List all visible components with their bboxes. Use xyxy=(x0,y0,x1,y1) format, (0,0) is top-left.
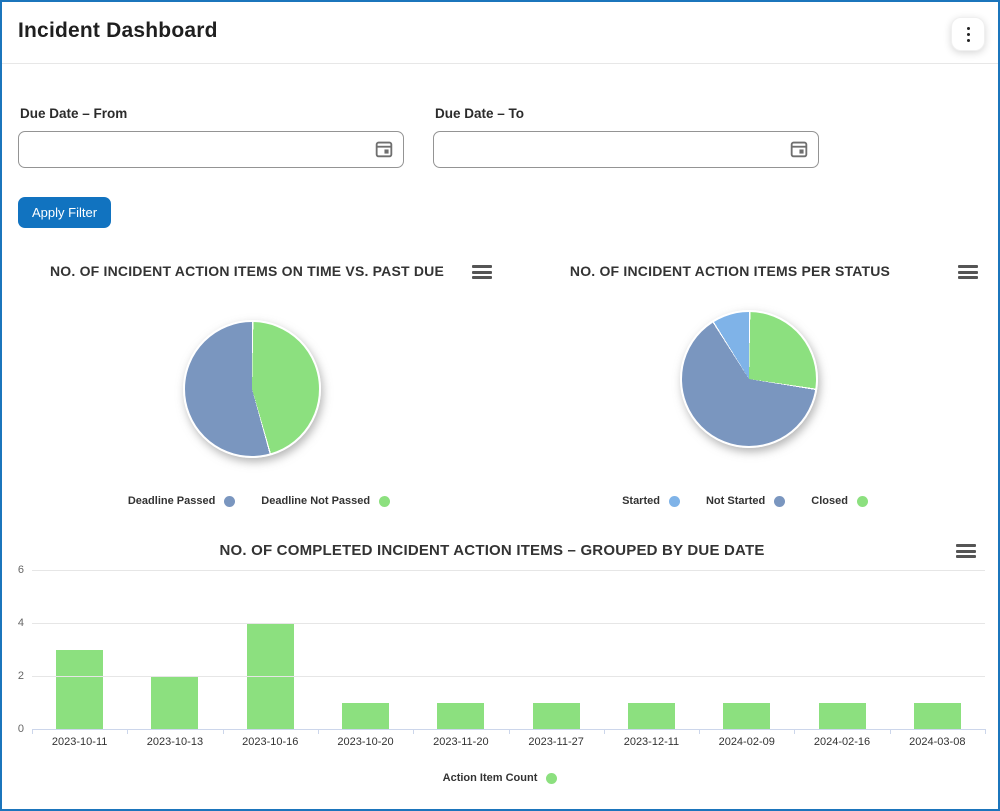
bar-slot xyxy=(413,570,508,729)
x-axis-tick xyxy=(413,729,415,734)
bar xyxy=(913,702,961,729)
x-axis-tick xyxy=(127,729,129,734)
x-axis-tick-label: 2023-10-16 xyxy=(242,736,299,748)
due-date-to-field xyxy=(433,131,819,168)
legend-label: Closed xyxy=(811,495,848,507)
x-axis-tick-label: 2023-11-20 xyxy=(433,736,489,748)
chart-context-menu-icon[interactable] xyxy=(472,265,492,279)
chart-title: NO. OF COMPLETED INCIDENT ACTION ITEMS –… xyxy=(219,542,765,559)
x-axis-tick xyxy=(985,729,986,734)
chart-title: NO. OF INCIDENT ACTION ITEMS PER STATUS xyxy=(569,263,891,279)
x-axis-tick xyxy=(222,729,224,734)
y-axis-tick-label: 2 xyxy=(17,670,24,682)
kebab-menu-icon xyxy=(966,32,970,36)
bar-slot xyxy=(699,570,794,729)
header: Incident Dashboard xyxy=(2,2,998,64)
bar xyxy=(56,649,104,729)
x-axis-tick xyxy=(889,729,891,734)
page-title: Incident Dashboard xyxy=(18,19,218,42)
x-axis-tick-label: 2024-02-16 xyxy=(813,736,871,748)
bar-slot xyxy=(890,570,985,729)
pie-legend: Deadline Passed Deadline Not Passed xyxy=(16,495,502,507)
legend-label: Deadline Passed xyxy=(127,495,216,507)
legend-marker-icon xyxy=(856,495,868,507)
legend-item[interactable]: Not Started xyxy=(705,495,786,507)
bar-series xyxy=(32,570,985,729)
bar-slot xyxy=(223,570,318,729)
legend-marker-icon xyxy=(379,495,391,507)
x-axis-tick xyxy=(508,729,510,734)
due-date-to-label: Due Date – To xyxy=(435,106,525,121)
x-axis-tick-label: 2024-02-09 xyxy=(718,736,775,748)
chart-context-menu-icon[interactable] xyxy=(958,265,978,279)
bar-plot-area: 0 2 4 6 xyxy=(18,564,986,735)
legend-item[interactable]: Closed xyxy=(811,495,868,507)
chart-items-per-status: NO. OF INCIDENT ACTION ITEMS PER STATUS … xyxy=(502,254,988,526)
legend-item[interactable]: Deadline Not Passed xyxy=(261,495,391,507)
chart-on-time-vs-past-due: NO. OF INCIDENT ACTION ITEMS ON TIME VS.… xyxy=(16,254,502,526)
x-axis-tick-label: 2023-12-11 xyxy=(623,736,680,748)
chart-context-menu-icon[interactable] xyxy=(956,544,976,558)
legend-marker-icon xyxy=(668,495,680,507)
x-axis-tick xyxy=(603,729,605,734)
legend-label: Deadline Not Passed xyxy=(261,495,371,507)
bar xyxy=(627,702,675,729)
bar-slot xyxy=(127,570,222,729)
kebab-menu-icon xyxy=(966,38,970,42)
pie-legend: Started Not Started Closed xyxy=(502,495,988,507)
bar xyxy=(723,702,771,729)
legend-label: Not Started xyxy=(705,495,766,507)
legend-marker-icon xyxy=(224,495,236,507)
legend-marker-icon xyxy=(774,495,786,507)
pie-items-per-status xyxy=(680,310,818,448)
x-axis-tick-label: 2023-10-13 xyxy=(146,736,204,748)
pie-charts-row: NO. OF INCIDENT ACTION ITEMS ON TIME VS.… xyxy=(16,254,988,526)
calendar-icon[interactable] xyxy=(788,138,810,160)
y-axis-tick-label: 4 xyxy=(17,617,24,629)
y-axis-tick-label: 0 xyxy=(17,723,24,735)
legend-item[interactable]: Deadline Passed xyxy=(127,495,236,507)
due-date-from-field xyxy=(18,131,404,168)
kebab-menu-icon xyxy=(966,26,970,30)
x-axis-tick xyxy=(317,729,319,734)
gridline xyxy=(32,623,985,624)
bar xyxy=(818,702,866,729)
legend-label: Started xyxy=(622,495,660,507)
bar xyxy=(437,702,485,729)
x-axis-tick xyxy=(794,729,796,734)
x-axis-tick xyxy=(32,729,33,734)
x-axis-tick-label: 2024-03-08 xyxy=(909,736,966,748)
bar-slot xyxy=(508,570,603,729)
bar xyxy=(151,676,199,729)
bar-slot xyxy=(604,570,699,729)
x-axis-tick xyxy=(699,729,701,734)
due-date-from-label: Due Date – From xyxy=(20,106,128,121)
bar-slot xyxy=(32,570,127,729)
chart-title: NO. OF INCIDENT ACTION ITEMS ON TIME VS.… xyxy=(50,263,445,279)
legend-item[interactable]: Started xyxy=(622,495,680,507)
y-axis-tick-label: 6 xyxy=(17,564,24,576)
x-axis-tick-label: 2023-11-27 xyxy=(528,736,584,748)
due-date-to-input[interactable] xyxy=(433,131,819,168)
chart-completed-by-due-date: NO. OF COMPLETED INCIDENT ACTION ITEMS –… xyxy=(2,538,998,806)
bar-legend: Action Item Count xyxy=(2,772,998,784)
apply-filter-button[interactable]: Apply Filter xyxy=(18,197,112,228)
bar xyxy=(532,702,580,729)
calendar-icon[interactable] xyxy=(373,138,395,160)
legend-label: Action Item Count xyxy=(442,772,538,784)
gridline xyxy=(32,676,985,677)
legend-marker-icon xyxy=(546,772,558,784)
gridline xyxy=(32,570,985,571)
x-axis-tick-label: 2023-10-20 xyxy=(337,736,394,748)
bar-slot xyxy=(794,570,889,729)
legend-item[interactable]: Action Item Count xyxy=(443,772,558,784)
x-axis-tick-label: 2023-10-11 xyxy=(51,736,108,748)
due-date-from-input[interactable] xyxy=(18,131,404,168)
page-menu-button[interactable] xyxy=(951,17,985,51)
bar xyxy=(342,702,390,729)
bar-slot xyxy=(318,570,413,729)
pie-on-time-vs-past-due xyxy=(183,320,321,458)
x-axis-labels: 2023-10-11 2023-10-13 2023-10-16 2023-10-20… xyxy=(32,736,985,748)
